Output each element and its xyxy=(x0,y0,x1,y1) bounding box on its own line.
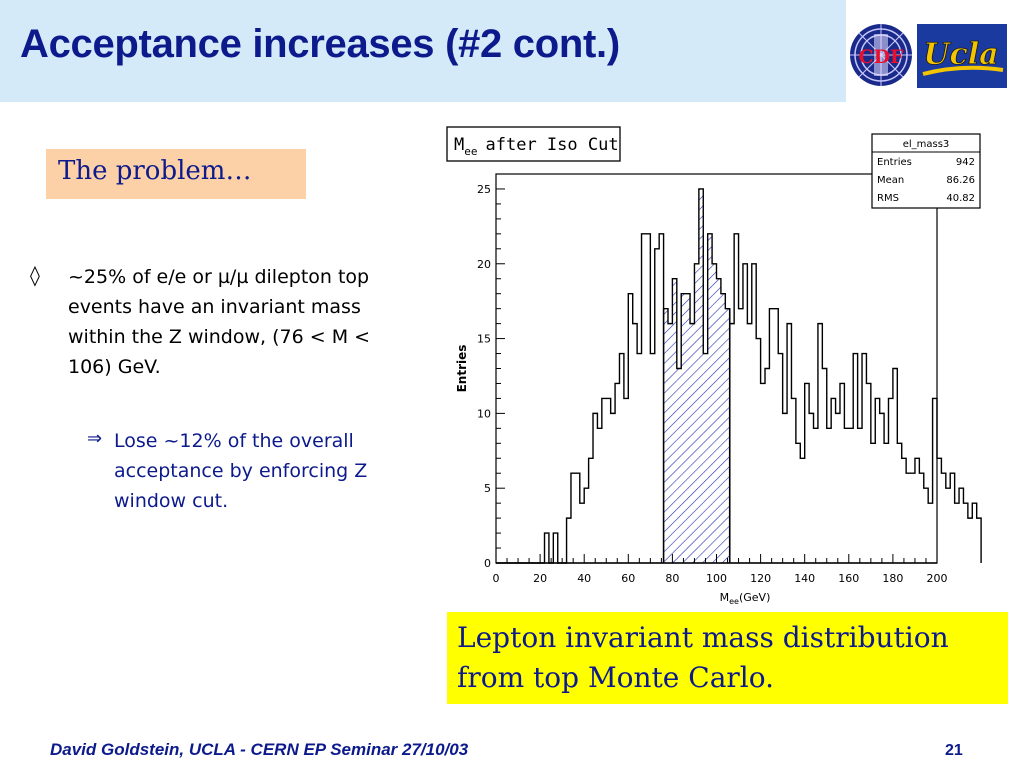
hatched-bar xyxy=(698,188,704,563)
stats-label: Mean xyxy=(877,175,904,186)
x-tick-label: 60 xyxy=(621,572,635,585)
page-number: 21 xyxy=(945,742,963,759)
implies-arrow-icon: ⇒ xyxy=(87,428,103,449)
x-tick-label: 160 xyxy=(838,572,859,585)
histogram-outline xyxy=(496,188,982,564)
chart-title: Mee after Iso Cut xyxy=(454,135,619,158)
hatched-bar xyxy=(685,293,691,563)
chart-title-box xyxy=(446,126,621,162)
sub-bullet-text: Lose ~12% of the overall acceptance by e… xyxy=(114,430,368,512)
hatched-bar xyxy=(681,293,686,563)
bullet-text: ~25% of e/e or µ/µ dilepton top events h… xyxy=(68,266,371,378)
x-tick-label: 140 xyxy=(794,572,815,585)
stats-label: RMS xyxy=(877,193,899,204)
y-tick-label: 10 xyxy=(477,407,491,420)
stats-box xyxy=(871,133,981,209)
x-tick-label: 20 xyxy=(533,572,547,585)
stats-value: 942 xyxy=(956,157,975,168)
y-tick-label: 20 xyxy=(477,258,491,271)
footer-text: David Goldstein, UCLA - CERN EP Seminar … xyxy=(50,740,469,759)
cdf-logo-text: CDF xyxy=(858,46,904,68)
ucla-logo-icon: Ucla xyxy=(917,24,1007,88)
x-tick-label: 40 xyxy=(577,572,591,585)
y-tick-label: 5 xyxy=(484,482,491,495)
x-axis-label: Mee(GeV) xyxy=(720,591,771,606)
cdf-logo-icon: CDF xyxy=(850,24,912,86)
stats-value: 86.26 xyxy=(946,175,975,186)
slide-title: Acceptance increases (#2 cont.) xyxy=(20,22,620,66)
ucla-logo-text: Ucla xyxy=(923,37,998,72)
hatched-bar xyxy=(707,233,713,563)
hatched-bar xyxy=(703,353,708,563)
hatched-bar xyxy=(712,263,717,563)
x-tick-label: 180 xyxy=(882,572,903,585)
hatched-bar xyxy=(690,323,695,563)
hatched-bar xyxy=(663,308,668,563)
stats-name: el_mass3 xyxy=(903,139,950,150)
x-tick-label: 120 xyxy=(750,572,771,585)
hatched-bar xyxy=(676,368,682,563)
histogram-chart: 0 20 40 60 80 100 120 140 160 180 200 0 5 10 15 20 25 Ent… xyxy=(446,126,982,606)
x-tick-label: 0 xyxy=(493,572,500,585)
stats-label: Entries xyxy=(877,157,912,168)
y-tick-label: 25 xyxy=(477,183,491,196)
hatched-bar xyxy=(667,323,673,563)
hatched-bar xyxy=(716,278,721,563)
hatched-bar xyxy=(725,308,730,563)
problem-label-box: The problem… xyxy=(46,149,306,199)
hatched-bar xyxy=(720,293,726,563)
diamond-bullet-icon: ◊ xyxy=(30,263,40,287)
caption-box: Lepton invariant mass distribution from … xyxy=(447,612,1008,704)
hatched-bar xyxy=(694,263,699,563)
x-tick-label: 80 xyxy=(665,572,679,585)
title-band xyxy=(0,0,846,102)
x-tick-label: 100 xyxy=(706,572,727,585)
problem-label: The problem… xyxy=(58,156,252,186)
y-tick-label: 0 xyxy=(484,557,491,570)
x-tick-label: 200 xyxy=(927,572,948,585)
y-tick-label: 15 xyxy=(477,333,491,346)
hatched-bar xyxy=(672,278,677,563)
caption-text: Lepton invariant mass distribution from … xyxy=(457,621,949,694)
y-axis-label: Entries xyxy=(455,345,469,393)
stats-value: 40.82 xyxy=(946,193,975,204)
